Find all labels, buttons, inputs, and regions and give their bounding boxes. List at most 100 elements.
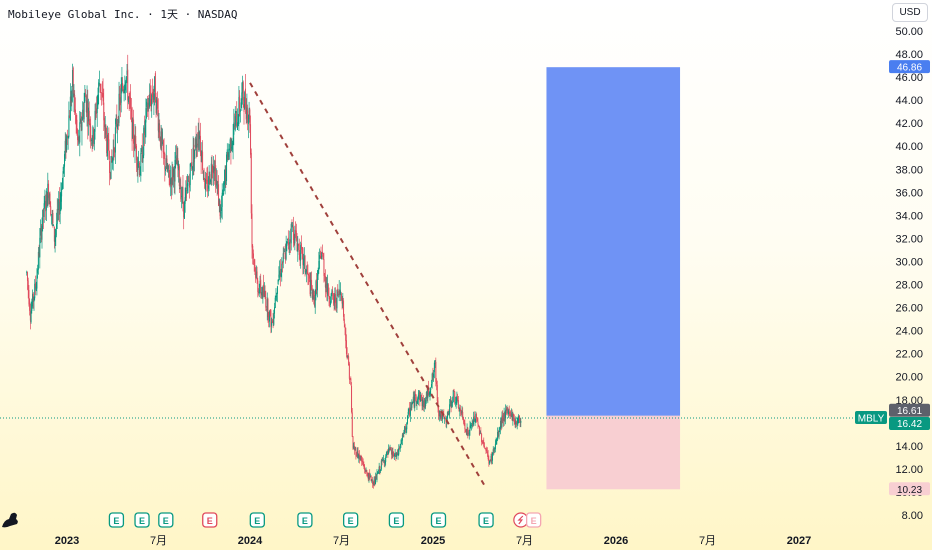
candle-body — [459, 408, 461, 412]
candle-body — [509, 412, 511, 414]
candle-body — [330, 293, 332, 303]
candle-body — [93, 129, 95, 142]
candle-body — [450, 400, 452, 408]
candle-body — [142, 155, 144, 163]
candle-body — [88, 107, 90, 122]
candle-body — [249, 109, 251, 126]
y-tick-label: 38.00 — [895, 164, 923, 176]
candle-body — [235, 110, 237, 114]
candle-body — [204, 182, 206, 189]
candle-body — [382, 459, 384, 462]
candle-body — [162, 141, 164, 145]
candle-body — [466, 428, 468, 435]
candle-body — [501, 415, 503, 427]
candle-body — [444, 417, 446, 419]
candle-body — [353, 445, 355, 448]
candle-body — [367, 472, 369, 477]
earnings-event-marker[interactable] — [158, 512, 174, 528]
earnings-event-marker[interactable] — [388, 512, 405, 528]
candle-body — [66, 135, 68, 151]
candle-body — [409, 407, 411, 416]
candle-body — [177, 158, 179, 169]
candle-body — [132, 121, 134, 139]
candle-body — [465, 429, 467, 433]
candle-body — [186, 183, 188, 191]
earnings-event-marker[interactable] — [249, 512, 265, 528]
candle-body — [102, 93, 104, 102]
candle-body — [386, 451, 388, 453]
candle-body — [314, 297, 316, 308]
earnings-event-marker[interactable] — [202, 512, 218, 528]
candle-body — [94, 110, 96, 132]
currency-button[interactable]: USD — [892, 3, 928, 22]
candle-body — [251, 213, 253, 248]
candle-body — [146, 101, 148, 107]
candle-body — [210, 163, 212, 179]
candle-body — [146, 105, 148, 112]
candle-body — [489, 460, 491, 464]
stop-zone[interactable] — [546, 415, 681, 490]
candle-body — [147, 102, 149, 110]
candle-body — [220, 211, 222, 214]
candle-body — [257, 280, 259, 293]
candle-body — [31, 304, 33, 311]
earnings-event-marker[interactable] — [430, 512, 447, 528]
candle-body — [32, 293, 34, 307]
candle-body — [436, 381, 438, 385]
candle-body — [513, 413, 515, 417]
y-tick-label: 14.00 — [895, 441, 923, 453]
candle-body — [475, 413, 477, 419]
candle-body — [165, 158, 167, 169]
symbol-tag-bg — [855, 410, 887, 424]
earnings-event-marker[interactable] — [342, 512, 359, 528]
earnings-event-label: E — [302, 516, 308, 526]
candle-body — [58, 199, 60, 210]
candle-body — [29, 303, 31, 311]
candle-body — [284, 253, 286, 260]
candle-body — [304, 255, 306, 273]
y-tick-label: 40.00 — [895, 141, 923, 153]
candle-body — [56, 208, 58, 224]
candle-body — [374, 479, 376, 485]
earnings-event-label: E — [207, 516, 213, 526]
candle-body — [47, 183, 49, 206]
candle-body — [289, 239, 291, 244]
candle-body — [90, 139, 92, 142]
candle-body — [348, 356, 350, 366]
candle-body — [183, 202, 185, 219]
candle-body — [520, 420, 522, 423]
candle-body — [130, 109, 132, 112]
candle-body — [285, 244, 287, 259]
earnings-event-marker[interactable] — [134, 512, 150, 528]
candle-body — [122, 83, 124, 90]
candle-body — [500, 419, 502, 427]
candle-body — [189, 163, 191, 186]
candle-body — [75, 114, 77, 123]
candle-body — [481, 433, 483, 442]
profit-zone[interactable] — [546, 67, 681, 416]
earnings-event-marker[interactable] — [478, 512, 494, 528]
candle-body — [120, 88, 122, 103]
candle-body — [69, 96, 71, 121]
candle-body — [228, 148, 230, 157]
candle-body — [510, 413, 512, 417]
candle-body — [497, 432, 499, 440]
candle-body — [515, 422, 517, 425]
candle-body — [95, 108, 97, 109]
candle-body — [464, 422, 466, 430]
trend-line[interactable] — [249, 82, 486, 486]
candle-body — [267, 299, 269, 318]
candle-body — [183, 202, 185, 218]
earnings-event-label: E — [163, 516, 169, 526]
candle-body — [340, 293, 342, 300]
candle-body — [457, 400, 459, 408]
earnings-event-marker[interactable] — [297, 512, 313, 528]
earnings-event-marker[interactable] — [108, 512, 125, 528]
candle-body — [201, 150, 203, 162]
candle-body — [277, 279, 279, 285]
candle-body — [489, 460, 491, 462]
earnings-event-marker[interactable] — [526, 512, 542, 528]
candle-body — [333, 298, 335, 304]
